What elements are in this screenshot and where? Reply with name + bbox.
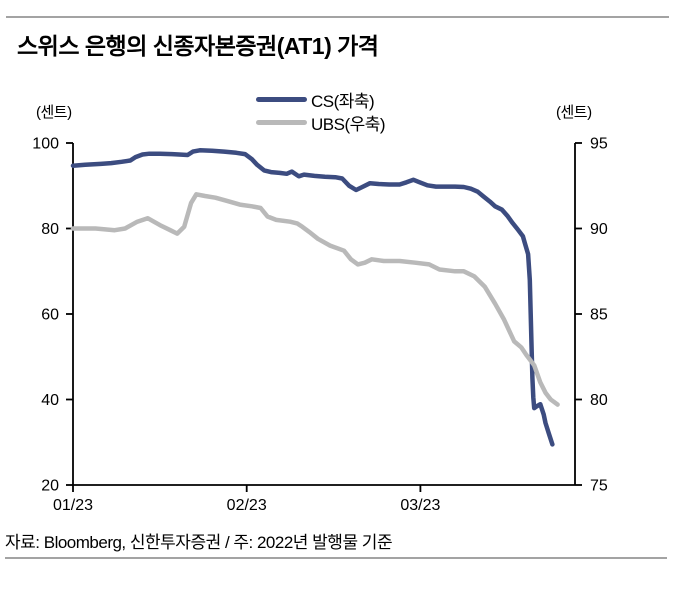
left-axis-tick-label: 20	[41, 478, 59, 495]
bottom-divider-rule	[5, 557, 667, 559]
right-axis-tick-label: 95	[590, 136, 608, 153]
ubs-legend-label: UBS(우축)	[311, 115, 386, 134]
legend-item-cs: CS(좌축)	[256, 88, 385, 111]
x-axis-tick-label: 01/23	[53, 497, 93, 514]
left-axis-tick-label: 100	[32, 136, 59, 153]
x-axis-tick-label: 03/23	[400, 497, 440, 514]
right-axis-tick-label: 90	[590, 221, 608, 238]
chart-legend: CS(좌축) UBS(우축)	[256, 88, 386, 134]
left-axis-tick-label: 80	[41, 221, 59, 238]
right-axis-unit-label: (센트)	[556, 104, 592, 121]
source-note: 자료: Bloomberg, 신한투자증권 / 주: 2022년 발행물 기준	[5, 533, 393, 552]
cs-legend-label: CS(좌축)	[311, 92, 375, 111]
x-axis-tick-label: 02/23	[227, 497, 267, 514]
legend-item-ubs: UBS(우축)	[256, 111, 386, 134]
left-axis-tick-label: 60	[41, 307, 59, 324]
page-title: 스위스 은행의 신종자본증권(AT1) 가격	[17, 33, 379, 59]
cs-line-swatch	[256, 97, 307, 102]
ubs-price-line	[70, 192, 560, 407]
right-axis-tick-label: 75	[590, 478, 608, 495]
right-axis-tick-label: 80	[590, 392, 608, 409]
left-axis-tick-label: 40	[41, 392, 59, 409]
top-divider-rule	[6, 16, 669, 18]
ubs-line-swatch	[256, 120, 307, 125]
right-axis-tick-label: 85	[590, 307, 608, 324]
cs-price-line	[70, 148, 555, 447]
left-axis-unit-label: (센트)	[36, 104, 72, 121]
